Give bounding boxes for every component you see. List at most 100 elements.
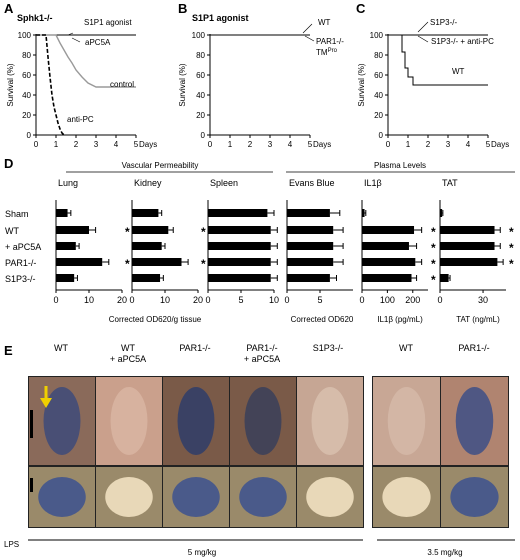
bar bbox=[362, 274, 412, 282]
panel-b: B S1P1 agonist Survival (%) 020406080100… bbox=[178, 1, 344, 149]
dose-35-label: 3.5 mg/kg bbox=[427, 548, 462, 557]
tissue-photo-shade bbox=[450, 477, 499, 517]
x-tick-label: 0 bbox=[284, 295, 289, 305]
x-tick-label: 5 bbox=[134, 140, 139, 149]
row-label: S1P3-/- bbox=[5, 274, 36, 284]
panel-c-ticks: 0 20 40 60 80 100 0 1 2 3 4 5 bbox=[370, 31, 491, 149]
x-tick-label: 3 bbox=[268, 140, 273, 149]
y-tick-label: 100 bbox=[192, 31, 206, 40]
bar-chart-il1-: IL1β 0 100 200 * * * * bbox=[359, 178, 436, 305]
organ-photo-shade bbox=[244, 387, 282, 455]
x-tick-label: 0 bbox=[53, 295, 58, 305]
bar bbox=[132, 258, 182, 266]
tissue-photo-shade bbox=[239, 477, 287, 517]
significance-star: * bbox=[431, 241, 436, 255]
row-label: PAR1-/- bbox=[5, 258, 36, 268]
chart-title: Evans Blue bbox=[289, 178, 335, 188]
y-tick-label: 0 bbox=[201, 131, 206, 140]
photo-label: WT bbox=[54, 343, 68, 353]
dose-5-label: 5 mg/kg bbox=[188, 548, 216, 557]
chart-title: TAT bbox=[442, 178, 458, 188]
panel-letter-a: A bbox=[4, 1, 14, 16]
x-tick-label: 200 bbox=[405, 295, 420, 305]
row-label: WT bbox=[5, 226, 19, 236]
significance-star: * bbox=[509, 225, 514, 239]
bar bbox=[287, 209, 330, 217]
organ-photo-shade bbox=[177, 387, 215, 455]
group-label-vascular: Vascular Permeability bbox=[122, 161, 199, 170]
panel-letter-d: D bbox=[4, 156, 13, 171]
bar bbox=[440, 274, 449, 282]
x-tick-label: 5 bbox=[308, 140, 313, 149]
lps-label: LPS bbox=[4, 540, 19, 549]
pointer-apc5a bbox=[71, 37, 81, 43]
bar bbox=[362, 258, 416, 266]
y-tick-label: 20 bbox=[374, 111, 383, 120]
bar bbox=[208, 258, 271, 266]
panel-letter-b: B bbox=[178, 1, 187, 16]
bar-chart-kidney: Kidney 0 10 20 * * bbox=[129, 178, 206, 305]
significance-star: * bbox=[201, 257, 206, 271]
x-tick-label: 20 bbox=[193, 295, 203, 305]
bar bbox=[56, 258, 103, 266]
pointer-s1p1 bbox=[67, 32, 74, 36]
scale-bar-bottom bbox=[30, 478, 33, 492]
bar bbox=[440, 242, 495, 250]
arrow-icon bbox=[40, 386, 52, 408]
organ-photo-shade bbox=[387, 387, 426, 455]
x-tick-label: 3 bbox=[446, 140, 451, 149]
row-label: Sham bbox=[5, 209, 29, 219]
x-tick-label: 5 bbox=[238, 295, 243, 305]
x-tick-label: 2 bbox=[248, 140, 253, 149]
bar bbox=[440, 226, 495, 234]
label-tmpro: TMPro bbox=[316, 48, 338, 57]
pointer-s1p3-anti-pc bbox=[417, 35, 429, 43]
panel-a: A Sphk1-/- Survival (%) 0 20 40 60 80 100 0 1 2 3… bbox=[4, 1, 157, 149]
photo-label: PAR1-/- bbox=[458, 343, 489, 353]
x-tick-label: 0 bbox=[34, 140, 39, 149]
tissue-photo-shade bbox=[306, 477, 354, 517]
x-tick-label: 1 bbox=[406, 140, 411, 149]
tissue-photo-shade bbox=[38, 477, 86, 517]
x-tick-label: 0 bbox=[359, 295, 364, 305]
label-anti-pc: anti-PC bbox=[67, 115, 94, 124]
bar-chart-evans-blue: Evans Blue 0 5 bbox=[284, 178, 353, 305]
photo-label: PAR1-/- bbox=[179, 343, 210, 353]
panel-c-xlabel: Days bbox=[491, 140, 509, 149]
panel-a-title: Sphk1-/- bbox=[17, 13, 53, 23]
photo-label: + aPC5A bbox=[110, 354, 146, 364]
label-apc5a: aPC5A bbox=[85, 38, 111, 47]
y-tick-label: 80 bbox=[22, 51, 31, 60]
y-tick-label: 80 bbox=[196, 51, 205, 60]
tissue-photo-shade bbox=[105, 477, 153, 517]
scale-bar-top bbox=[30, 410, 33, 438]
x-tick-label: 3 bbox=[94, 140, 99, 149]
y-tick-label: 0 bbox=[27, 131, 32, 140]
bar-chart-tat: TAT 0 30 * * * bbox=[437, 178, 514, 305]
bar bbox=[287, 274, 330, 282]
bar bbox=[208, 209, 268, 217]
series-line-control bbox=[36, 34, 136, 88]
chart-title: Spleen bbox=[210, 178, 238, 188]
y-tick-label: 60 bbox=[196, 71, 205, 80]
x-tick-label: 0 bbox=[208, 140, 213, 149]
y-tick-label: 20 bbox=[22, 111, 31, 120]
bar bbox=[132, 274, 161, 282]
label-s1p3: S1P3-/- bbox=[430, 18, 457, 27]
bar-chart-lung: Lung 0 10 20 * * bbox=[53, 178, 130, 305]
significance-star: * bbox=[201, 225, 206, 239]
pointer-par1 bbox=[304, 35, 315, 42]
bar bbox=[362, 209, 365, 217]
y-tick-label: 80 bbox=[374, 51, 383, 60]
chart-title: Kidney bbox=[134, 178, 162, 188]
xlabel-vascular: Corrected OD620/g tissue bbox=[109, 315, 202, 324]
x-tick-label: 10 bbox=[269, 295, 279, 305]
organ-photo-shade bbox=[455, 387, 494, 455]
x-tick-label: 4 bbox=[114, 140, 119, 149]
bar bbox=[287, 226, 334, 234]
label-wt-c: WT bbox=[452, 67, 465, 76]
y-tick-label: 20 bbox=[196, 111, 205, 120]
y-tick-label: 0 bbox=[379, 131, 384, 140]
bar bbox=[208, 274, 271, 282]
